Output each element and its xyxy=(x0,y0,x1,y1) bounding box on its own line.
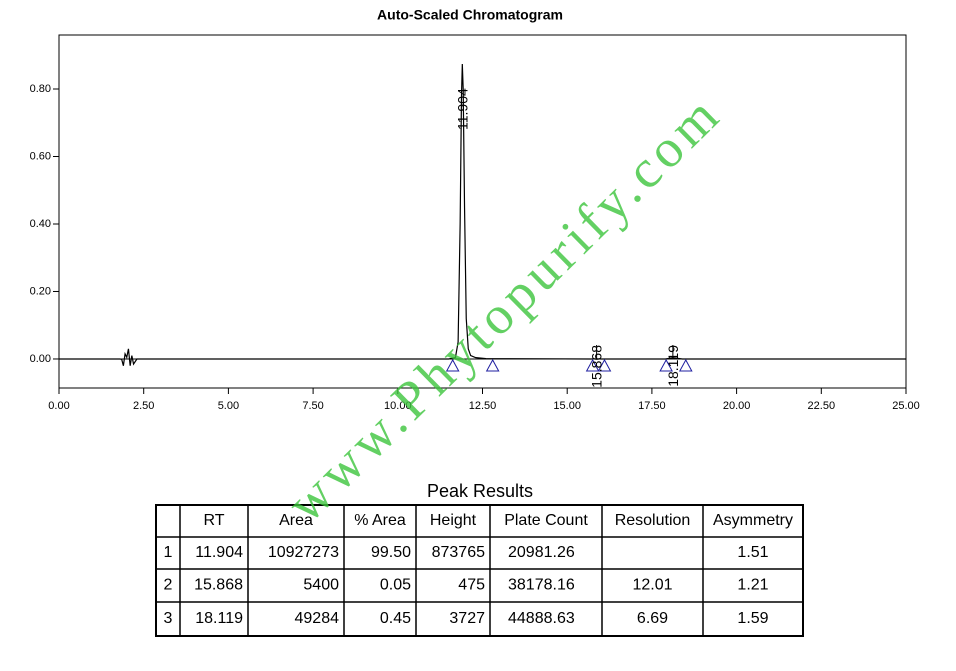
table-cell: 6.69 xyxy=(637,610,668,627)
table-cell: 1.59 xyxy=(737,610,768,627)
table-cell: 5400 xyxy=(303,577,339,594)
table-cell: 1.21 xyxy=(737,577,768,594)
table-header: Area xyxy=(279,512,313,529)
x-tick-label: 12.50 xyxy=(469,400,497,412)
table-cell: 3 xyxy=(164,610,173,627)
table-cell: 15.868 xyxy=(194,577,243,594)
table-cell: 12.01 xyxy=(632,577,672,594)
x-tick-label: 20.00 xyxy=(723,400,751,412)
x-tick-label: 0.00 xyxy=(48,400,69,412)
x-tick-label: 25.00 xyxy=(892,400,920,412)
table-cell: 475 xyxy=(458,577,485,594)
table-frame xyxy=(155,504,804,637)
table-cell: 873765 xyxy=(432,544,485,561)
table-cell: 99.50 xyxy=(371,544,411,561)
x-tick-label: 10.00 xyxy=(384,400,412,412)
table-cell: 1 xyxy=(164,544,173,561)
baseline-marker xyxy=(445,358,460,372)
peak-label: 18.119 xyxy=(665,345,681,387)
table-cell: 0.45 xyxy=(380,610,411,627)
y-tick-label: 0.80 xyxy=(30,83,51,95)
y-tick-label: 0.40 xyxy=(30,218,51,230)
table-cell: 1.51 xyxy=(737,544,768,561)
table-cell: 49284 xyxy=(295,610,340,627)
peak-label: 11.904 xyxy=(454,88,470,130)
y-tick-label: 0.20 xyxy=(30,285,51,297)
baseline-marker xyxy=(485,358,500,372)
chart-title: Auto-Scaled Chromatogram xyxy=(377,7,563,23)
table-header: % Area xyxy=(354,512,406,529)
baseline-marker xyxy=(585,358,600,372)
table-cell: 2 xyxy=(164,577,173,594)
y-tick-label: 0.60 xyxy=(30,150,51,162)
peak-label: 15.868 xyxy=(589,345,605,388)
watermark: www.Phytopurify.com xyxy=(275,82,733,533)
table-cell: 11.904 xyxy=(195,544,243,561)
table-cell: 20981.26 xyxy=(508,544,575,561)
table-header: RT xyxy=(203,512,224,529)
baseline-marker xyxy=(659,358,673,372)
table-cell: 0.05 xyxy=(380,577,411,594)
table-cell: 38178.16 xyxy=(508,577,575,594)
baseline-marker xyxy=(597,358,612,372)
x-tick-label: 22.50 xyxy=(808,400,836,412)
table-header: Asymmetry xyxy=(713,512,793,529)
x-tick-label: 7.50 xyxy=(302,400,323,412)
table-header: Resolution xyxy=(615,512,691,529)
x-tick-label: 5.00 xyxy=(218,400,239,412)
table-header: Plate Count xyxy=(504,512,588,529)
x-tick-label: 2.50 xyxy=(133,400,154,412)
table-cell: 18.119 xyxy=(195,610,243,627)
table-header: Height xyxy=(430,512,477,529)
table-cell: 10927273 xyxy=(268,544,339,561)
table-title: Peak Results xyxy=(427,481,533,501)
y-tick-label: 0.00 xyxy=(30,353,51,365)
x-tick-label: 17.50 xyxy=(638,400,666,412)
baseline-marker xyxy=(678,358,693,372)
table-cell: 3727 xyxy=(449,610,485,627)
table-cell: 44888.63 xyxy=(508,610,575,627)
x-tick-label: 15.00 xyxy=(553,400,581,412)
